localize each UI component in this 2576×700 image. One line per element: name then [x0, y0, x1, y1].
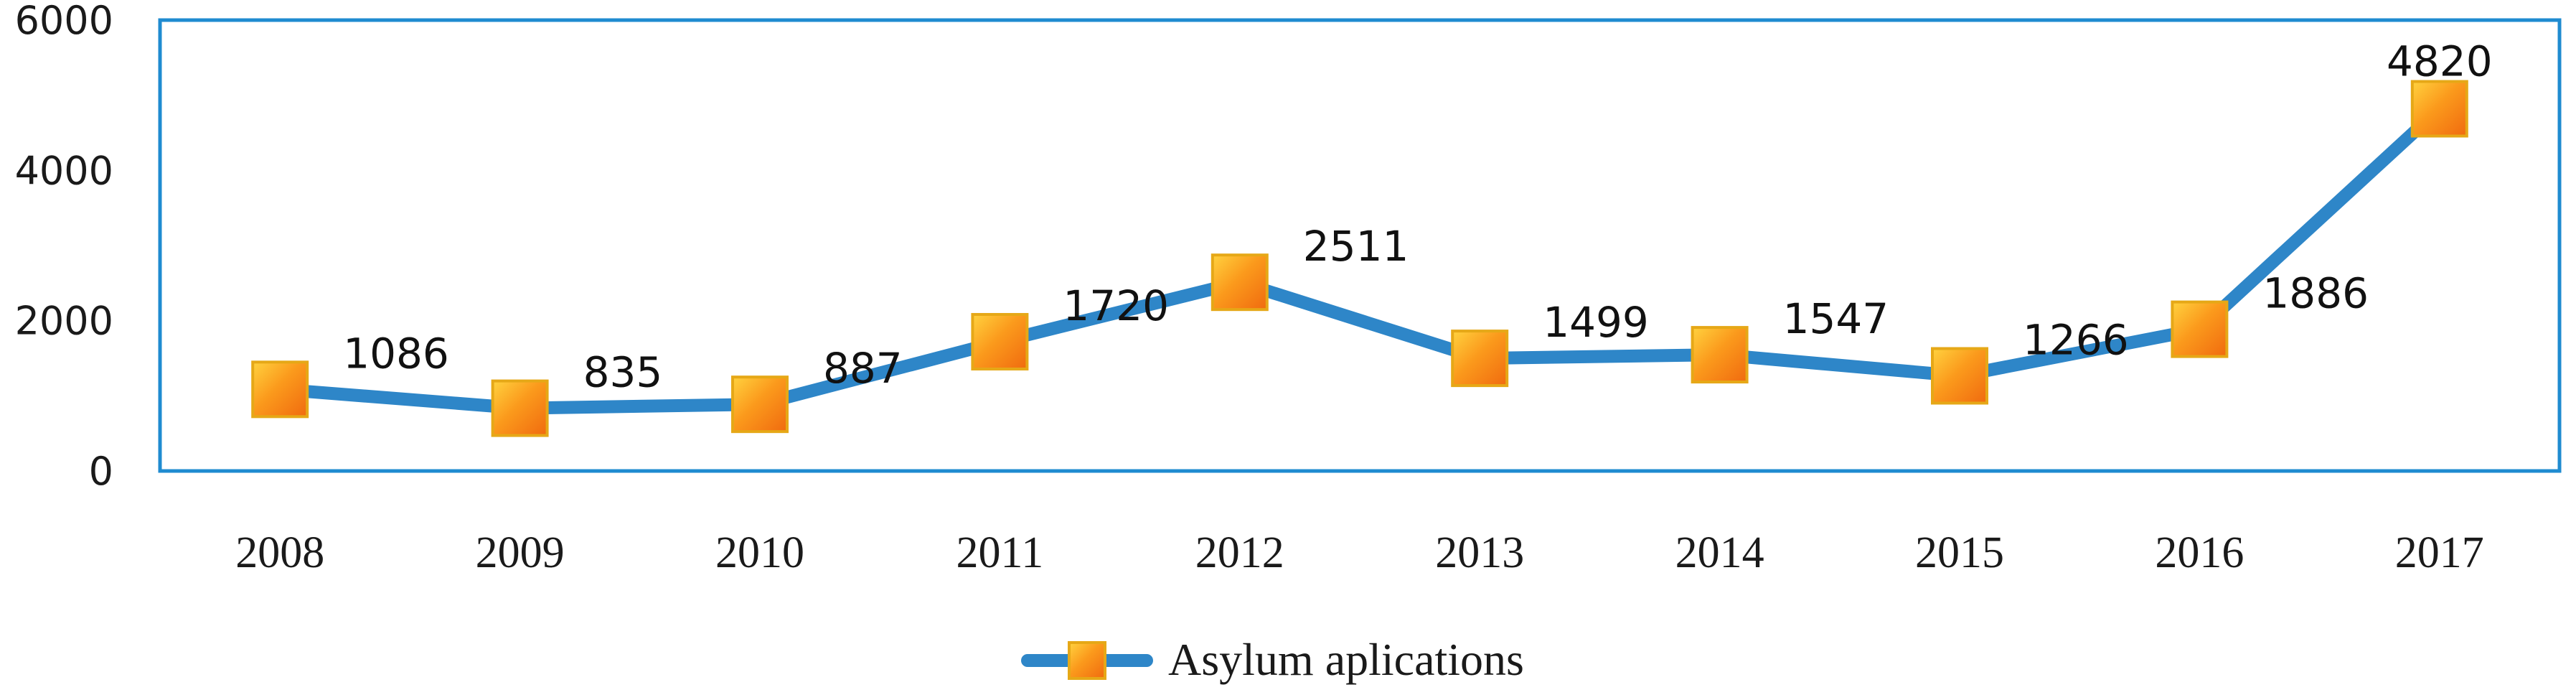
data-label: 1886	[2262, 269, 2369, 318]
x-tick-label: 2013	[1435, 528, 1524, 577]
data-point-marker	[971, 312, 1029, 370]
data-label: 887	[823, 344, 903, 393]
data-label: 1086	[343, 329, 449, 378]
y-axis-ticks: 0 2000 4000 6000	[15, 0, 113, 494]
x-tick-label: 2009	[476, 528, 565, 577]
data-labels-group: 1086 835 887 1720 2511 1499 1547 1266 1886 4820	[343, 37, 2492, 397]
x-tick-label: 2016	[2155, 528, 2244, 577]
data-label: 2511	[1303, 222, 1409, 271]
data-point-marker	[1931, 347, 1988, 405]
data-label: 1266	[2023, 315, 2129, 364]
data-label: 1499	[1543, 298, 1649, 347]
data-point-marker	[251, 360, 309, 419]
x-axis-ticks: 2008 2009 2010 2011 2012 2013 2014 2015 2016 2017	[235, 528, 2484, 577]
y-tick-label: 0	[89, 449, 113, 494]
x-tick-label: 2011	[956, 528, 1044, 577]
series-line-group	[273, 102, 2446, 415]
data-point-marker	[491, 379, 549, 437]
x-tick-label: 2010	[715, 528, 804, 577]
legend-marker-swatch	[1068, 641, 1106, 680]
data-point-marker	[1211, 253, 1269, 312]
series-line	[273, 102, 2446, 415]
x-tick-label: 2012	[1195, 528, 1284, 577]
data-point-marker	[731, 375, 789, 434]
data-point-marker	[2171, 300, 2229, 358]
legend: Asylum aplications	[1021, 634, 1524, 685]
legend-label: Asylum aplications	[1168, 634, 1524, 685]
data-point-marker	[2410, 80, 2468, 138]
data-point-marker	[1451, 330, 1509, 388]
data-label: 1547	[1783, 294, 1889, 343]
y-tick-label: 4000	[15, 148, 113, 193]
y-tick-label: 2000	[15, 299, 113, 344]
x-tick-label: 2017	[2395, 528, 2484, 577]
data-label: 1720	[1063, 281, 1169, 330]
data-point-marker	[1691, 326, 1749, 384]
x-tick-label: 2008	[235, 528, 324, 577]
data-label: 835	[583, 348, 663, 397]
x-tick-label: 2015	[1915, 528, 2004, 577]
x-tick-label: 2014	[1675, 528, 1764, 577]
y-tick-label: 6000	[15, 0, 113, 43]
plot-frame	[158, 18, 2562, 473]
markers-group	[251, 80, 2468, 437]
data-label: 4820	[2387, 37, 2493, 86]
